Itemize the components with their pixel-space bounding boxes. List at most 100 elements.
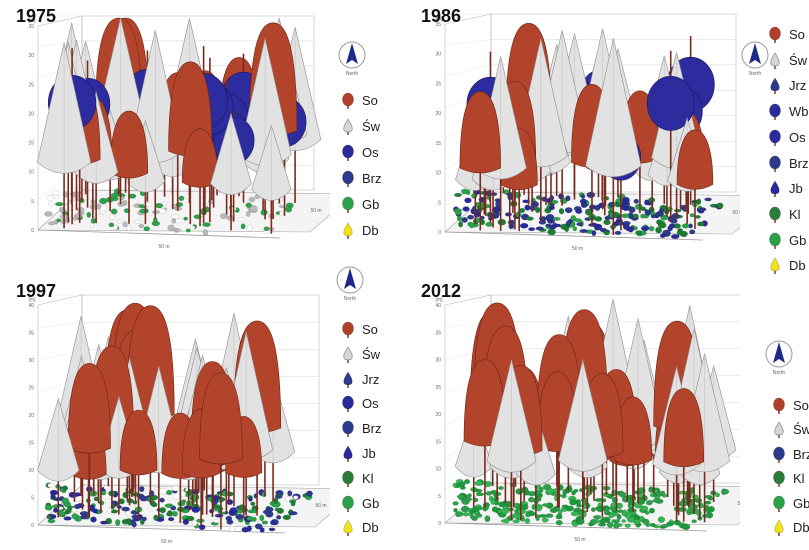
understorey-shrub <box>56 218 61 223</box>
understorey-shrub <box>134 219 142 224</box>
understorey-shrub <box>249 205 258 212</box>
y-tick-label: 25 <box>435 385 441 391</box>
panel-year-title: 1986 <box>421 6 462 26</box>
understorey-shrub <box>91 508 99 514</box>
understorey-shrub <box>454 210 462 216</box>
y-tick-label: 30 <box>28 53 34 59</box>
understorey-shrub <box>689 229 696 235</box>
understorey-shrub <box>603 230 610 236</box>
understorey-shrub <box>572 226 577 232</box>
y-tick-label: 0 <box>438 230 441 236</box>
y-tick-label: 20 <box>435 412 441 418</box>
understorey-shrub <box>151 220 160 227</box>
understorey-shrub <box>625 226 635 232</box>
understorey-shrub <box>173 493 181 500</box>
legend-item: Św <box>340 118 400 136</box>
stand-3d-visualization: 0 5 10 15 20 25 30 35 40[m] 50 m 50 m <box>435 294 740 543</box>
understorey-shrub <box>265 506 274 513</box>
understorey-shrub <box>576 503 583 508</box>
legend-label: Db <box>793 520 809 535</box>
understorey-shrub <box>497 219 507 226</box>
pine-crown <box>676 129 714 190</box>
understorey-shrub <box>534 206 541 214</box>
understorey-shrub <box>547 228 556 236</box>
legend-label: Brz <box>789 155 809 171</box>
understorey-shrub <box>171 218 176 224</box>
understorey-shrub <box>63 516 72 521</box>
y-tick-label: 30 <box>435 358 441 364</box>
y-tick-label: 30 <box>435 52 441 58</box>
understorey-shrub <box>306 490 313 497</box>
understorey-shrub <box>143 226 150 232</box>
understorey-shrub <box>652 498 660 503</box>
pine-crown <box>67 363 111 454</box>
legend-label: Jb <box>362 446 376 461</box>
panel-1986: 1986 0 5 10 15 20 25 30 35[m] 50 m 50 m North So Ś… <box>405 0 809 275</box>
understorey-shrub <box>541 503 551 507</box>
understorey-shrub <box>139 495 148 502</box>
understorey-shrub <box>643 518 650 526</box>
understorey-shrub <box>275 489 284 496</box>
understorey-shrub <box>528 227 536 232</box>
understorey-shrub <box>126 225 132 232</box>
legend-item: Os <box>340 395 400 413</box>
y-tick-label: 10 <box>435 171 441 177</box>
understorey-shrub <box>467 214 475 220</box>
understorey-shrub <box>62 485 68 491</box>
understorey-shrub <box>681 223 690 229</box>
understorey-shrub <box>44 211 53 217</box>
y-axis-label: [m] <box>29 297 37 303</box>
y-tick-label: 5 <box>438 200 441 206</box>
y-tick-label: 40 <box>435 303 441 309</box>
understorey-shrub <box>636 498 646 505</box>
species-swatch-icon <box>342 196 354 213</box>
species-swatch-icon <box>769 103 781 121</box>
legend-label: Db <box>362 520 379 536</box>
understorey-shrub <box>68 491 78 498</box>
legend-item: Brz <box>767 155 809 173</box>
understorey-shrub <box>221 490 229 497</box>
understorey-shrub <box>260 209 268 216</box>
legend-label: Brz <box>793 446 809 462</box>
understorey-shrub <box>633 519 640 525</box>
understorey-shrub <box>524 517 530 524</box>
understorey-shrub <box>452 482 458 488</box>
understorey-shrub <box>674 520 681 526</box>
understorey-shrub <box>171 510 178 517</box>
understorey-shrub <box>529 497 537 503</box>
understorey-shrub <box>142 516 147 522</box>
species-swatch-icon <box>343 222 353 239</box>
understorey-shrub <box>293 495 299 500</box>
legend-label: Św <box>789 52 808 68</box>
x-axis-label: 50 m <box>574 537 585 543</box>
understorey-shrub <box>614 230 622 236</box>
understorey-shrub <box>670 234 680 239</box>
understorey-shrub <box>80 514 89 520</box>
panel-year-title: 1997 <box>16 281 57 301</box>
legend-item: Jb <box>340 445 400 463</box>
panel-year-title: 2012 <box>421 281 462 301</box>
legend-label: Db <box>362 223 379 238</box>
understorey-shrub <box>237 217 246 222</box>
understorey-shrub <box>159 497 165 503</box>
north-label: North <box>773 370 785 376</box>
understorey-shrub <box>550 200 559 204</box>
species-swatch-icon <box>769 129 781 146</box>
understorey-shrub <box>183 216 188 221</box>
understorey-shrub <box>76 206 85 213</box>
legend-item: Wb <box>767 103 809 121</box>
understorey-shrub <box>191 506 200 513</box>
understorey-shrub <box>495 200 501 208</box>
understorey-shrub <box>673 208 682 213</box>
understorey-shrub <box>671 213 680 220</box>
panel-2012: 2012 0 5 10 15 20 25 30 35 40[m] 50 m 50 m North S… <box>405 275 809 550</box>
species-swatch-icon <box>342 321 354 338</box>
understorey-shrub <box>525 512 531 517</box>
understorey-shrub <box>458 221 464 228</box>
understorey-shrub <box>64 508 72 514</box>
understorey-shrub <box>121 506 130 512</box>
understorey-shrub <box>462 206 470 212</box>
legend-label: So <box>793 398 809 413</box>
understorey-shrub <box>454 192 462 198</box>
species-swatch-icon <box>342 396 354 413</box>
